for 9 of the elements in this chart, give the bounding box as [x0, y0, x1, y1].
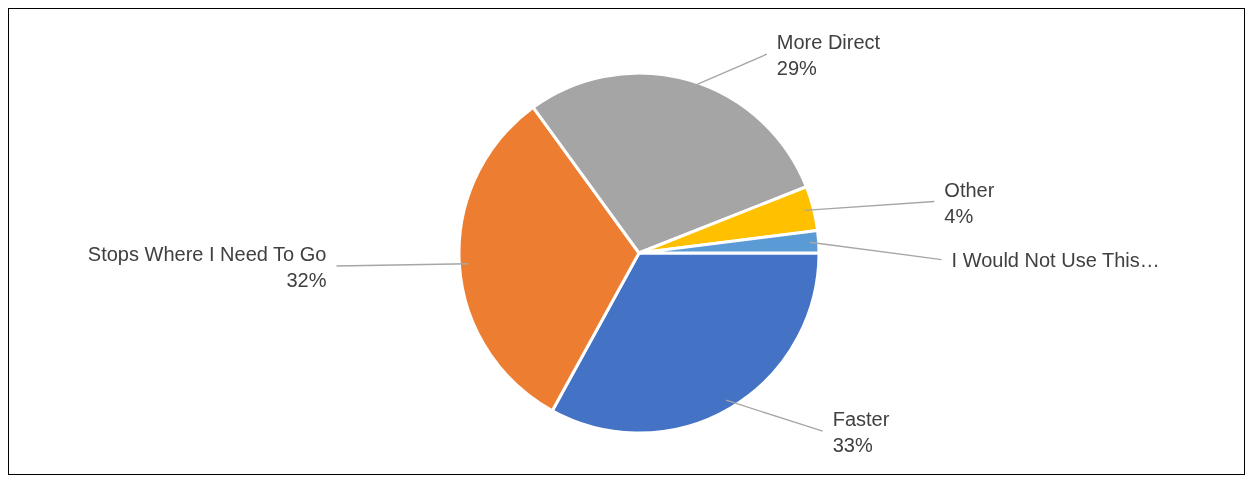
slice-label: I Would Not Use This…: [951, 248, 1160, 271]
slice-label: Other: [944, 178, 995, 201]
data-label: 29%: [776, 57, 818, 80]
slice-label: More Direct: [776, 31, 881, 54]
data-label: 4%: [944, 204, 974, 227]
data-label: 33%: [832, 434, 873, 457]
slice-label: Stops Where I Need To Go: [87, 243, 327, 265]
slice-label: Faster: [832, 408, 890, 431]
data-label: 32%: [286, 269, 327, 291]
